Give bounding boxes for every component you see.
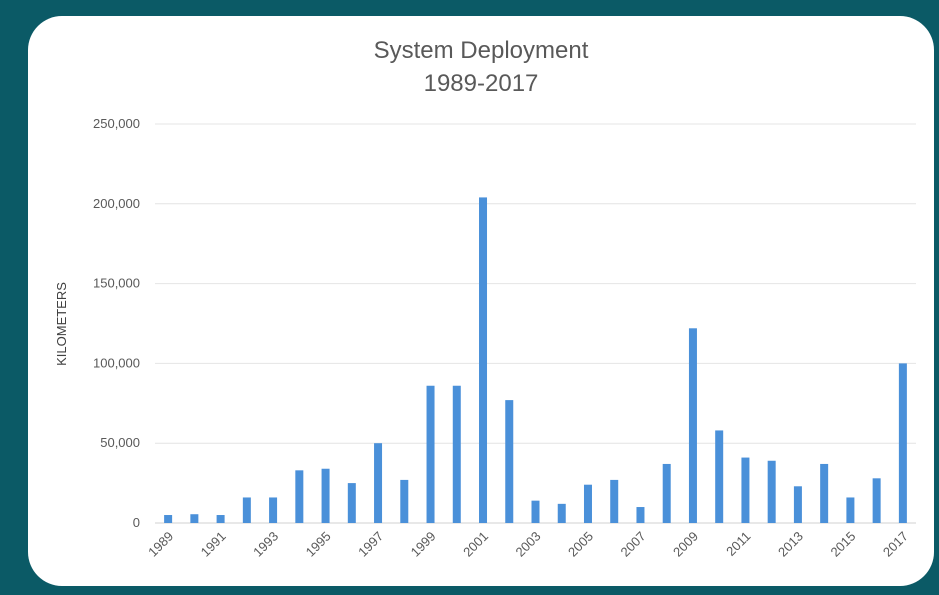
x-tick-label: 1995 [303, 529, 334, 560]
bar-1994 [295, 470, 304, 523]
bar-1998 [400, 479, 409, 523]
x-tick-label: 1999 [408, 529, 439, 560]
y-tick-label: 100,000 [93, 355, 140, 370]
bar-2008 [662, 463, 671, 523]
bar-1999 [426, 385, 435, 523]
bar-2010 [715, 430, 724, 523]
bar-2000 [452, 385, 461, 523]
bar-1991 [216, 515, 225, 523]
bar-2014 [820, 463, 829, 523]
x-tick-label: 1989 [145, 529, 176, 560]
bar-2003 [531, 500, 540, 523]
bar-2013 [793, 486, 802, 523]
y-tick-label: 0 [133, 515, 140, 530]
bar-2006 [610, 479, 619, 523]
x-tick-label: 1991 [198, 529, 229, 560]
y-axis: 0 50,000 100,000 150,000 200,000 250,000 [93, 116, 140, 530]
x-tick-label: 2007 [618, 529, 649, 560]
x-tick-label: 1993 [250, 529, 281, 560]
chart-title: System Deployment [373, 37, 589, 64]
y-axis-label: KILOMETERS [54, 282, 69, 366]
bar-1993 [269, 497, 278, 523]
bars [164, 197, 907, 523]
bar-2017 [898, 363, 907, 523]
x-tick-label: 2017 [880, 529, 911, 560]
bar-2004 [557, 503, 566, 523]
gridlines [155, 123, 916, 524]
bar-2002 [505, 400, 514, 523]
bar-1997 [374, 443, 383, 523]
chart-title-block: System Deployment 1989-2017 [28, 34, 934, 100]
x-tick-label: 2015 [827, 529, 858, 560]
x-tick-label: 2009 [670, 529, 701, 560]
bar-2005 [583, 484, 592, 523]
bar-2012 [767, 460, 776, 523]
bar-1989 [164, 515, 173, 523]
bar-1990 [190, 514, 199, 523]
x-tick-label: 2011 [723, 529, 753, 559]
chart-subtitle: 1989-2017 [423, 70, 539, 97]
y-tick-label: 150,000 [93, 276, 140, 291]
bar-2001 [479, 197, 488, 523]
x-tick-label: 2005 [565, 529, 596, 560]
x-tick-label: 2001 [460, 529, 491, 560]
y-tick-label: 200,000 [93, 196, 140, 211]
bar-2016 [872, 478, 881, 523]
y-tick-label: 50,000 [100, 435, 140, 450]
bar-2009 [688, 328, 697, 523]
x-tick-label: 2003 [513, 529, 544, 560]
bar-2011 [741, 457, 750, 523]
x-tick-label: 1997 [355, 529, 386, 560]
bar-1995 [321, 468, 330, 523]
y-tick-label: 250,000 [93, 116, 140, 131]
bar-1992 [242, 497, 251, 523]
bar-2007 [636, 507, 645, 523]
bar-2015 [846, 497, 855, 523]
x-tick-label: 2013 [775, 529, 806, 560]
bar-1996 [347, 483, 356, 523]
x-axis: 1989 1991 1993 1995 1997 1999 2001 2003 2005 2007… [145, 529, 911, 560]
